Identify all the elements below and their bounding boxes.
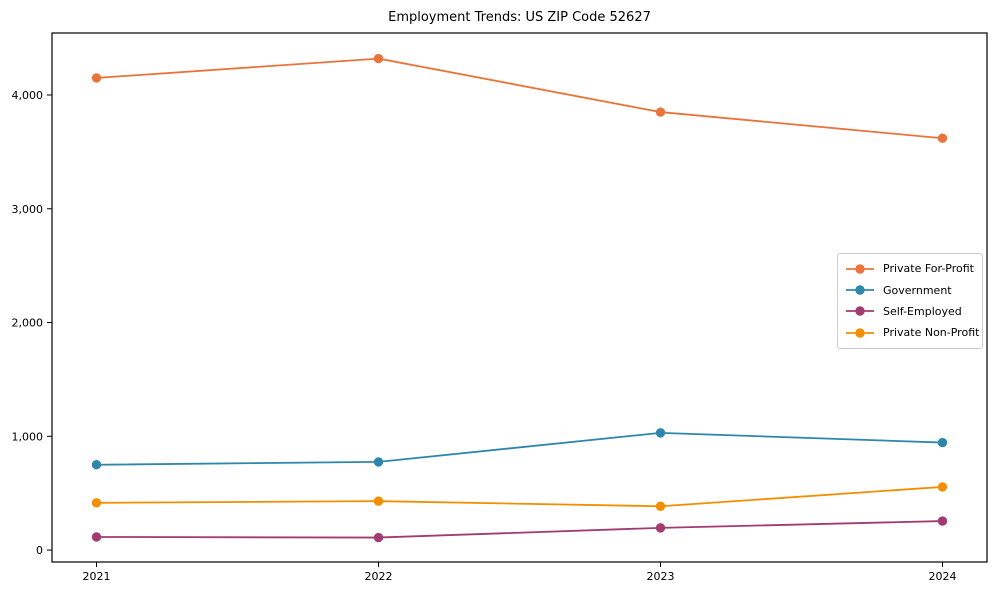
data-point-marker bbox=[91, 73, 102, 83]
plot-frame bbox=[51, 32, 988, 563]
data-point-marker bbox=[91, 532, 102, 542]
x-tick-label: 2023 bbox=[647, 570, 675, 583]
legend: Private For-Profit Government Self-Employe… bbox=[837, 253, 983, 349]
data-point-marker bbox=[655, 523, 666, 533]
data-point-marker bbox=[655, 107, 666, 117]
legend-item: Private Non-Profit bbox=[845, 322, 979, 343]
legend-swatch-icon bbox=[846, 328, 874, 338]
data-point-marker bbox=[373, 53, 384, 64]
data-point-marker bbox=[91, 460, 102, 470]
x-tick-label: 2021 bbox=[83, 570, 111, 583]
legend-swatch-icon bbox=[846, 285, 874, 295]
legend-item: Private For-Profit bbox=[845, 258, 975, 279]
x-tick-label: 2022 bbox=[365, 570, 393, 583]
series-line bbox=[96, 431, 943, 466]
series-line bbox=[96, 486, 943, 508]
data-point-marker bbox=[937, 482, 948, 492]
data-point-marker bbox=[373, 532, 384, 543]
series-line bbox=[96, 57, 943, 140]
legend-swatch-icon bbox=[846, 306, 874, 317]
series-line bbox=[96, 520, 943, 539]
y-tick-label: 0 bbox=[36, 544, 43, 557]
legend-label: Self-Employed bbox=[883, 304, 962, 318]
y-tick-label: 2,000 bbox=[12, 317, 44, 330]
data-point-marker bbox=[937, 516, 948, 526]
legend-swatch-icon bbox=[846, 263, 874, 274]
legend-item: Government bbox=[845, 279, 975, 300]
x-tick-label: 2024 bbox=[929, 570, 957, 583]
data-point-marker bbox=[655, 428, 666, 438]
legend-item: Self-Employed bbox=[845, 301, 975, 322]
data-point-marker bbox=[937, 437, 948, 448]
legend-label: Government bbox=[883, 283, 952, 297]
data-point-marker bbox=[373, 457, 384, 467]
y-tick-label: 3,000 bbox=[12, 203, 44, 216]
data-point-marker bbox=[655, 501, 666, 511]
data-point-marker bbox=[91, 498, 102, 508]
y-tick-label: 1,000 bbox=[12, 430, 44, 443]
chart-title: Employment Trends: US ZIP Code 52627 bbox=[388, 10, 651, 25]
y-tick-label: 4,000 bbox=[12, 89, 44, 102]
legend-label: Private Non-Profit bbox=[883, 326, 980, 340]
legend-label: Private For-Profit bbox=[883, 262, 974, 276]
data-point-marker bbox=[937, 133, 948, 143]
data-point-marker bbox=[373, 496, 384, 506]
